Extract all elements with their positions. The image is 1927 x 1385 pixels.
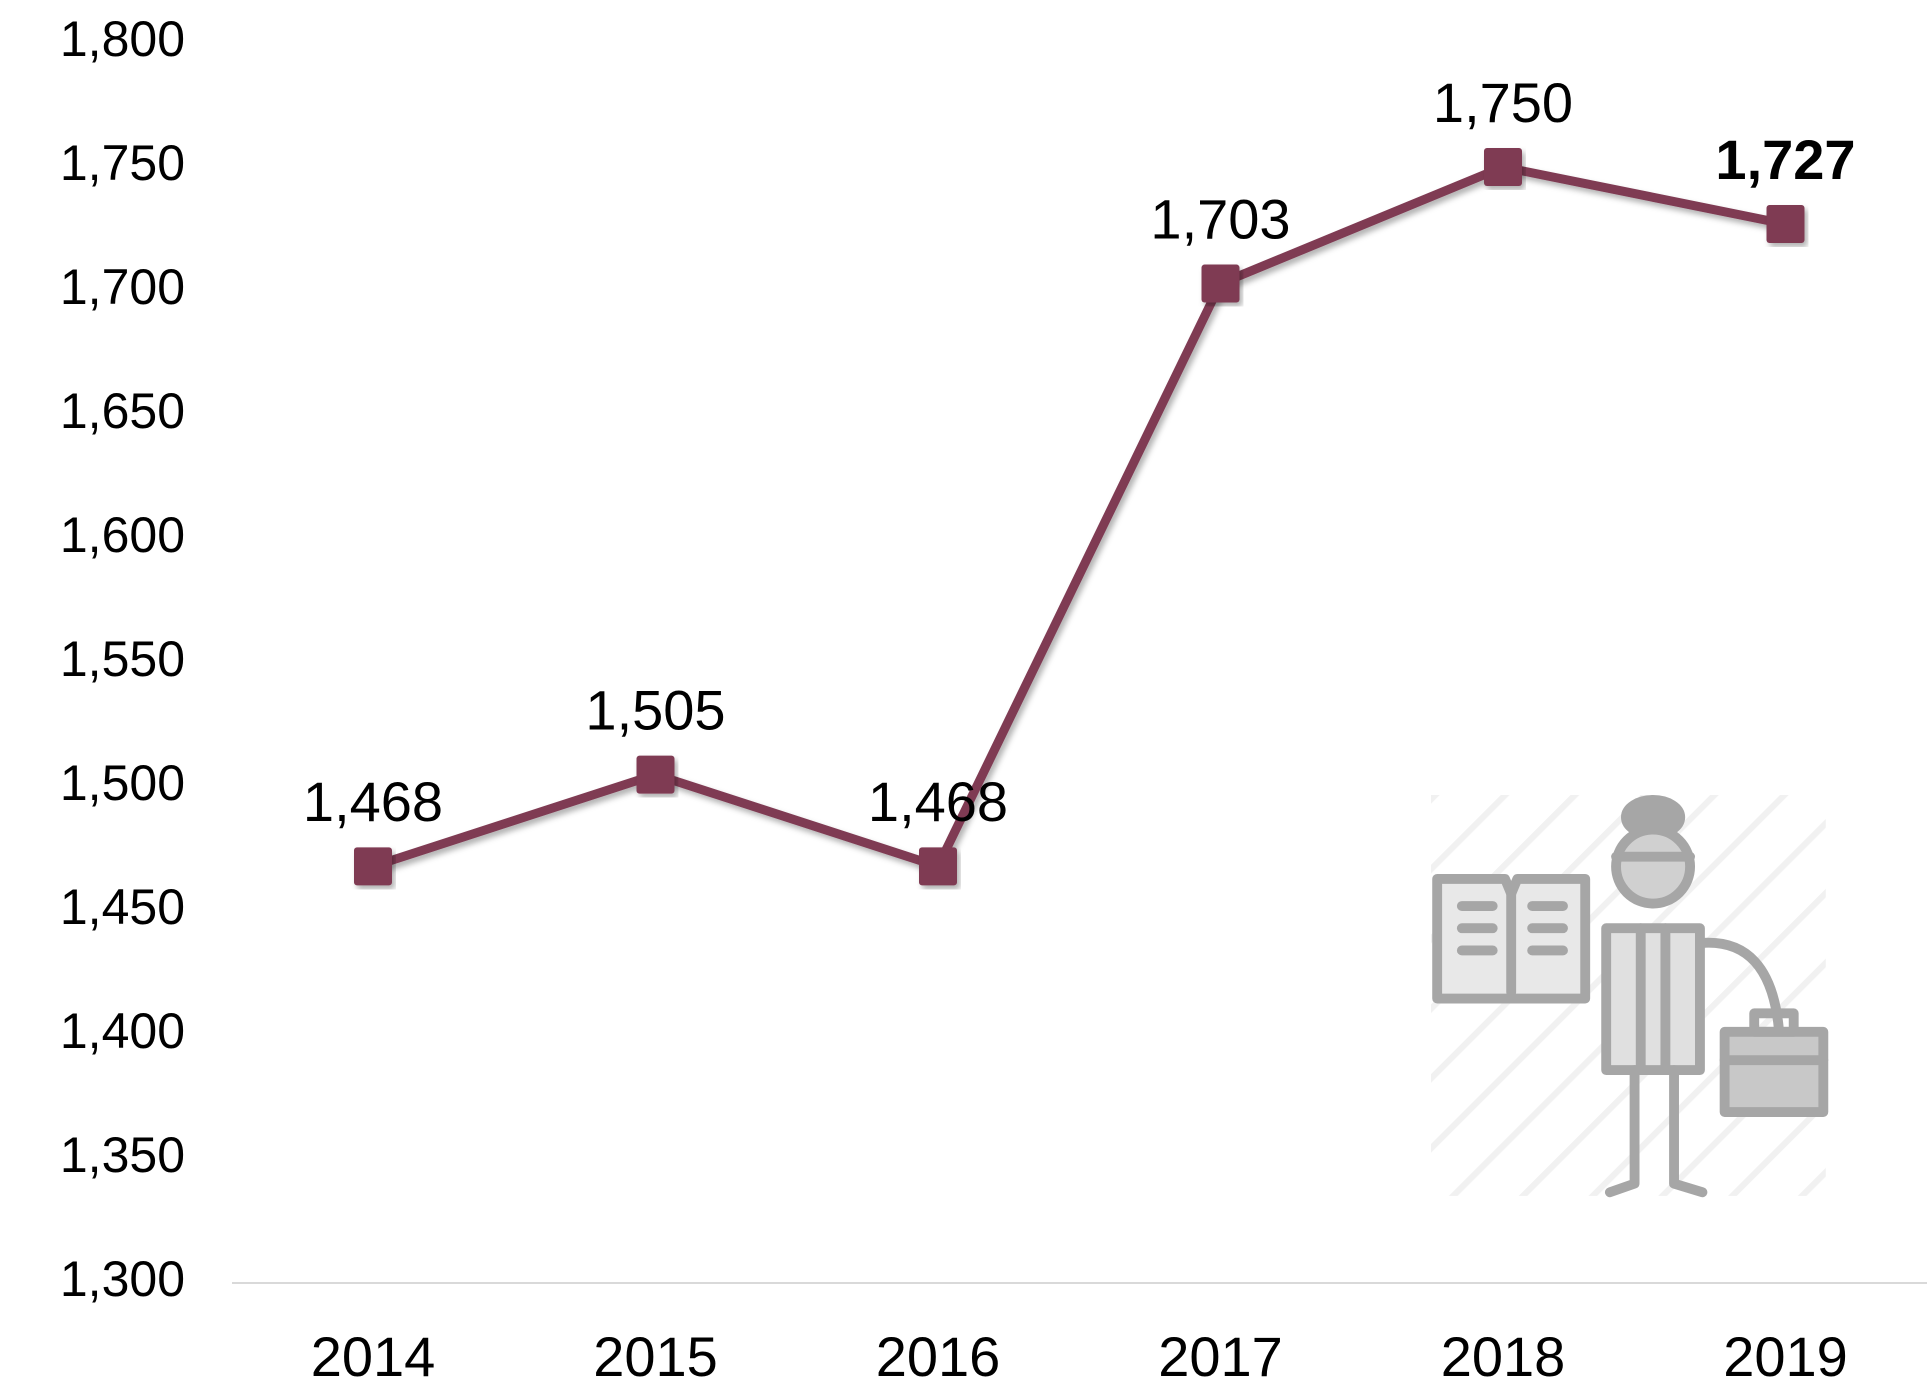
y-tick-label: 1,800 <box>60 11 185 67</box>
y-tick-label: 1,550 <box>60 631 185 687</box>
data-label: 1,468 <box>303 770 443 833</box>
x-tick-label: 2017 <box>1158 1325 1283 1385</box>
y-tick-label: 1,350 <box>60 1127 185 1183</box>
y-tick-label: 1,600 <box>60 507 185 563</box>
line <box>371 162 1787 871</box>
data-label: 1,505 <box>585 678 725 741</box>
x-tick-label: 2014 <box>311 1325 436 1385</box>
data-label: 1,703 <box>1150 187 1290 250</box>
marker <box>636 755 675 794</box>
marker <box>354 847 392 886</box>
marker <box>1484 148 1522 186</box>
y-tick-label: 1,700 <box>60 259 185 315</box>
marker <box>1201 264 1240 303</box>
y-tick-label: 1,650 <box>60 383 185 439</box>
x-tick-label: 2016 <box>876 1325 1001 1385</box>
marker <box>919 847 957 886</box>
y-tick-label: 1,300 <box>60 1251 185 1307</box>
data-label: 1,727 <box>1715 128 1855 191</box>
y-tick-label: 1,500 <box>60 755 185 811</box>
worker-icon <box>1431 795 1829 1198</box>
data-label: 1,468 <box>868 770 1008 833</box>
y-tick-label: 1,400 <box>60 1003 185 1059</box>
x-tick-label: 2018 <box>1441 1325 1566 1385</box>
y-tick-label: 1,750 <box>60 135 185 191</box>
y-tick-label: 1,450 <box>60 879 185 935</box>
marker <box>1766 205 1805 244</box>
x-tick-label: 2015 <box>593 1325 718 1385</box>
x-tick-label: 2019 <box>1723 1325 1848 1385</box>
data-label: 1,750 <box>1433 71 1573 134</box>
